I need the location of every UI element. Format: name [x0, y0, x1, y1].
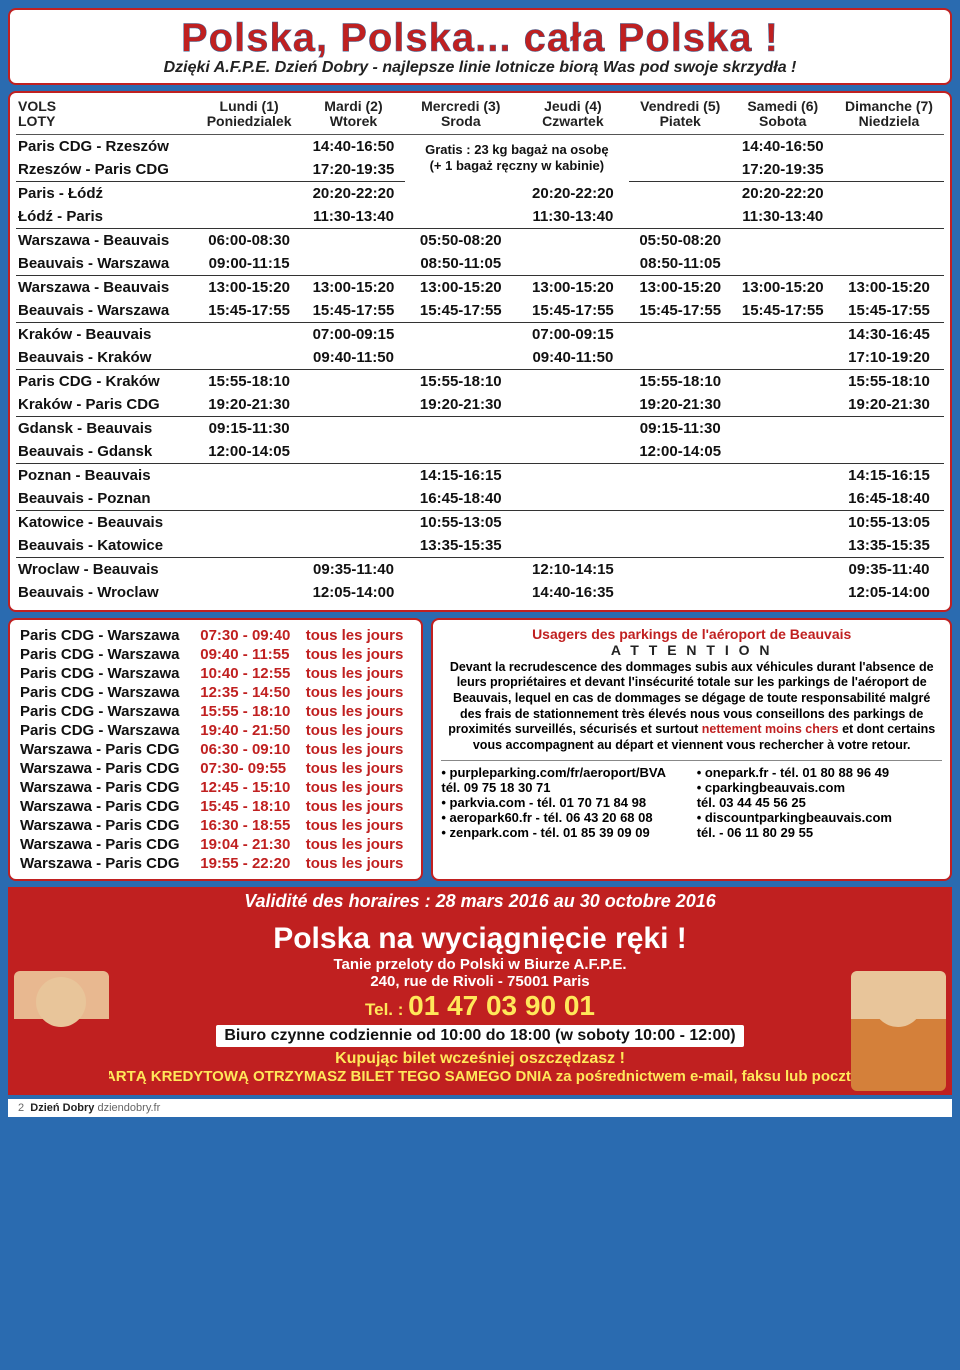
validity-banner: Validité des horaires : 28 mars 2016 au … — [8, 887, 952, 916]
route-cell: Paris CDG - Kraków — [16, 369, 196, 393]
footer: 2 Dzień Dobry dziendobry.fr — [8, 1099, 952, 1117]
office-hours: Biuro czynne codziennie od 10:00 do 18:0… — [216, 1025, 743, 1047]
route-cell: Warszawa - Beauvais — [16, 228, 196, 252]
promo-address: 240, rue de Rivoli - 75001 Paris — [14, 973, 946, 990]
route-cell: Wroclaw - Beauvais — [16, 557, 196, 581]
card-line: PŁACĄC KARTĄ KREDYTOWĄ OTRZYMASZ BILET T… — [14, 1068, 946, 1085]
route-cell: Łódź - Paris — [16, 205, 196, 229]
route-cell: Beauvais - Poznan — [16, 487, 196, 511]
route-cell: Beauvais - Wroclaw — [16, 581, 196, 604]
route-cell: Poznan - Beauvais — [16, 463, 196, 487]
route-cell: Beauvais - Gdansk — [16, 440, 196, 464]
page-title: Polska, Polska... cała Polska ! — [20, 16, 940, 61]
promo-banner: Polska na wyciągnięcie ręki ! Tanie prze… — [8, 916, 952, 1095]
operator-image — [851, 971, 946, 1091]
parking-panel: Usagers des parkings de l'aéroport de Be… — [431, 618, 952, 881]
route-cell: Kraków - Paris CDG — [16, 393, 196, 417]
route-cell: Rzeszów - Paris CDG — [16, 158, 196, 182]
parking-attention: A T T E N T I O N — [441, 642, 942, 658]
promo-phone: Tel. : 01 47 03 90 01 — [14, 990, 946, 1022]
promo-line1: Tanie przeloty do Polski w Biurze A.F.P.… — [14, 956, 946, 973]
parking-links: • purpleparking.com/fr/aeroport/BVA tél.… — [441, 760, 942, 840]
route-cell: Paris - Łódź — [16, 181, 196, 205]
route-cell: Beauvais - Warszawa — [16, 299, 196, 323]
header: Polska, Polska... cała Polska ! Dzięki A… — [8, 8, 952, 85]
parking-body: Devant la recrudescence des dommages sub… — [441, 660, 942, 754]
route-cell: Katowice - Beauvais — [16, 510, 196, 534]
route-cell: Beauvais - Katowice — [16, 534, 196, 558]
schedule-panel: VOLSLOTYLundi (1)PoniedzialekMardi (2)Wt… — [8, 91, 952, 612]
page-subtitle: Dzięki A.F.P.E. Dzień Dobry - najlepsze … — [20, 59, 940, 77]
daily-flights-panel: Paris CDG - Warszawa07:30 - 09:40tous le… — [8, 618, 423, 881]
schedule-table: VOLSLOTYLundi (1)PoniedzialekMardi (2)Wt… — [16, 97, 944, 604]
parking-title: Usagers des parkings de l'aéroport de Be… — [441, 626, 942, 642]
route-cell: Gdansk - Beauvais — [16, 416, 196, 440]
route-cell: Beauvais - Kraków — [16, 346, 196, 370]
route-cell: Beauvais - Warszawa — [16, 252, 196, 276]
route-cell: Warszawa - Beauvais — [16, 275, 196, 299]
stewardess-image — [14, 971, 109, 1091]
route-cell: Paris CDG - Rzeszów — [16, 134, 196, 158]
promo-title: Polska na wyciągnięcie ręki ! — [14, 922, 946, 956]
save-line: Kupując bilet wcześniej oszczędzasz ! — [14, 1050, 946, 1068]
route-cell: Kraków - Beauvais — [16, 322, 196, 346]
